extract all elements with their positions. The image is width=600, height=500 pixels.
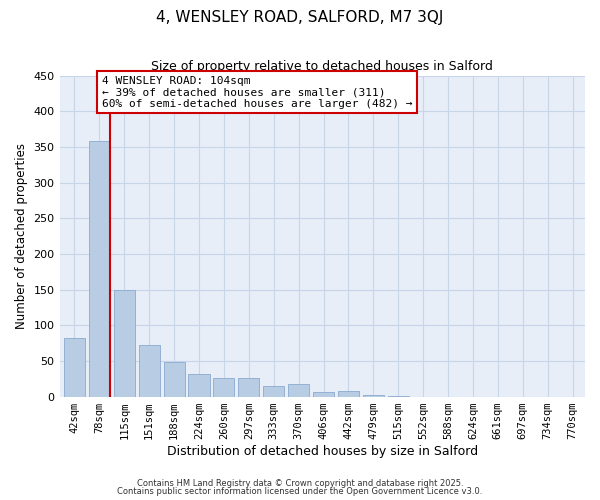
Bar bbox=[139, 345, 160, 397]
Y-axis label: Number of detached properties: Number of detached properties bbox=[15, 143, 28, 329]
Bar bbox=[89, 141, 110, 397]
Bar bbox=[164, 362, 185, 396]
Text: Contains public sector information licensed under the Open Government Licence v3: Contains public sector information licen… bbox=[118, 487, 482, 496]
Text: 4 WENSLEY ROAD: 104sqm
← 39% of detached houses are smaller (311)
60% of semi-de: 4 WENSLEY ROAD: 104sqm ← 39% of detached… bbox=[101, 76, 412, 109]
Bar bbox=[238, 378, 259, 396]
Bar bbox=[64, 338, 85, 396]
Bar bbox=[363, 395, 384, 396]
Text: Contains HM Land Registry data © Crown copyright and database right 2025.: Contains HM Land Registry data © Crown c… bbox=[137, 478, 463, 488]
Bar bbox=[188, 374, 209, 396]
Text: 4, WENSLEY ROAD, SALFORD, M7 3QJ: 4, WENSLEY ROAD, SALFORD, M7 3QJ bbox=[157, 10, 443, 25]
Bar bbox=[288, 384, 309, 396]
Title: Size of property relative to detached houses in Salford: Size of property relative to detached ho… bbox=[151, 60, 493, 73]
Bar bbox=[263, 386, 284, 396]
Bar bbox=[214, 378, 235, 396]
Bar bbox=[338, 391, 359, 396]
X-axis label: Distribution of detached houses by size in Salford: Distribution of detached houses by size … bbox=[167, 444, 478, 458]
Bar bbox=[313, 392, 334, 396]
Bar bbox=[114, 290, 135, 397]
